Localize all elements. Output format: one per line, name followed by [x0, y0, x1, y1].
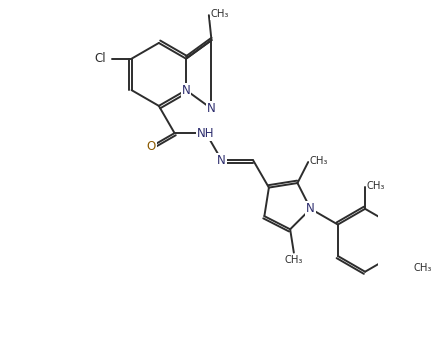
Text: CH₃: CH₃ — [413, 263, 431, 273]
Text: CH₃: CH₃ — [285, 255, 303, 266]
Text: O: O — [147, 140, 156, 153]
Text: CH₃: CH₃ — [367, 181, 385, 191]
Text: N: N — [306, 202, 315, 215]
Text: N: N — [182, 84, 191, 97]
Text: CH₃: CH₃ — [310, 156, 328, 166]
Text: N: N — [217, 154, 226, 167]
Text: Cl: Cl — [95, 52, 106, 65]
Text: CH₃: CH₃ — [211, 10, 229, 20]
Text: N: N — [207, 102, 216, 115]
Text: NH: NH — [197, 127, 215, 140]
